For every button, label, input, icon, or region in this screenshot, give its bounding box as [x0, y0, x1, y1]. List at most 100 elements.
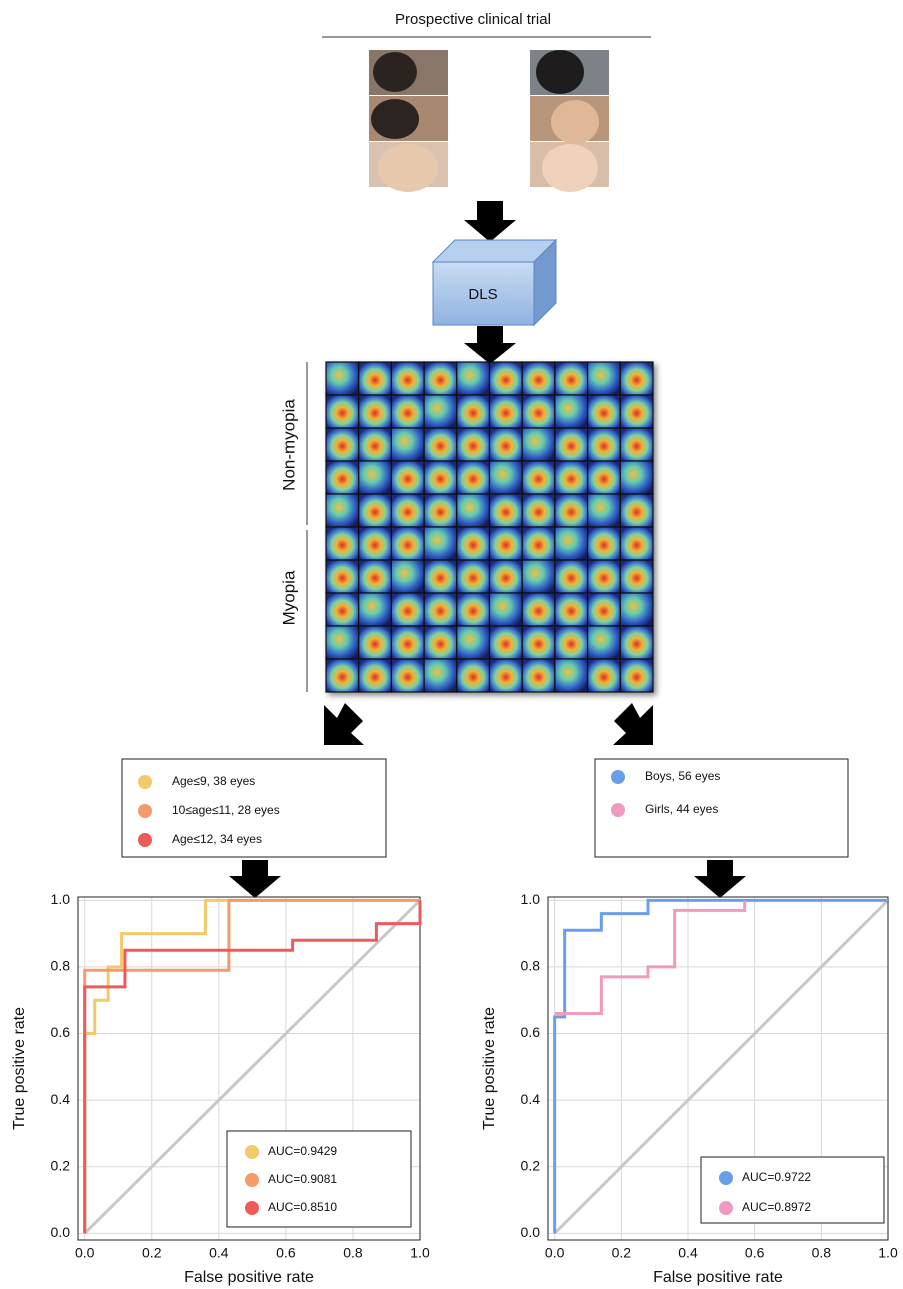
- heatmap-cell: [555, 494, 588, 527]
- heatmap-cell: [588, 560, 621, 593]
- heatmap-cell: [359, 659, 392, 692]
- heatmap-cell: [457, 428, 490, 461]
- heatmap-cell: [326, 659, 359, 692]
- x-tick-label: 0.4: [678, 1245, 698, 1261]
- x-tick-label: 1.0: [878, 1245, 898, 1261]
- heatmap-cell: [457, 593, 490, 626]
- legend-label: Age≤12, 34 eyes: [172, 832, 262, 846]
- heatmap-cell: [457, 659, 490, 692]
- heatmap-cell: [555, 593, 588, 626]
- heatmap-cell: [555, 527, 588, 560]
- heatmap-cell: [620, 593, 653, 626]
- heatmap-cell: [391, 494, 424, 527]
- heatmap-cell: [588, 494, 621, 527]
- heatmap-cell: [326, 461, 359, 494]
- x-axis-label: False positive rate: [184, 1269, 314, 1286]
- heatmap-cell: [522, 428, 555, 461]
- heatmap-cell: [490, 494, 523, 527]
- y-tick-label: 1.0: [51, 891, 71, 907]
- heatmap-cell: [555, 395, 588, 428]
- heatmap-cell: [457, 395, 490, 428]
- y-axis-label: True positive rate: [481, 1007, 498, 1130]
- heatmap-cell: [424, 560, 457, 593]
- heatmap-cell: [424, 395, 457, 428]
- heatmap-cell: [588, 428, 621, 461]
- figure: Prospective clinical trial DLS Non-myopi…: [0, 0, 903, 1289]
- y-tick-label: 0.0: [51, 1224, 71, 1240]
- heatmap-cell: [620, 428, 653, 461]
- group-label: Myopia: [279, 570, 298, 625]
- heatmap-cell: [457, 560, 490, 593]
- heatmap-cell: [588, 461, 621, 494]
- heatmap-cell: [457, 494, 490, 527]
- heatmap-cell: [391, 527, 424, 560]
- heatmap-cell: [490, 461, 523, 494]
- legend-label: Girls, 44 eyes: [645, 802, 718, 816]
- heatmap-cell: [522, 494, 555, 527]
- auc-label: AUC=0.9722: [742, 1170, 811, 1184]
- x-axis-label: False positive rate: [653, 1269, 783, 1286]
- heatmap-cell: [490, 362, 523, 395]
- heatmap-cell: [588, 626, 621, 659]
- legend-marker: [138, 804, 152, 818]
- x-tick-label: 0.8: [812, 1245, 832, 1261]
- y-tick-label: 0.4: [521, 1091, 541, 1107]
- heatmap-cell: [326, 560, 359, 593]
- heatmap-cell: [555, 626, 588, 659]
- auc-label: AUC=0.9081: [268, 1172, 337, 1186]
- heatmap-cell: [326, 362, 359, 395]
- heatmap-cell: [391, 461, 424, 494]
- heatmap-cell: [620, 395, 653, 428]
- heatmap-cell: [457, 362, 490, 395]
- roc-curve: [555, 900, 745, 1013]
- heatmap-cell: [424, 461, 457, 494]
- model-label: DLS: [468, 286, 497, 303]
- heatmap-cell: [424, 626, 457, 659]
- heatmap-cell: [490, 659, 523, 692]
- auc-marker: [245, 1173, 259, 1187]
- heatmap-cell: [359, 395, 392, 428]
- y-tick-label: 0.0: [521, 1224, 541, 1240]
- y-tick-label: 0.6: [521, 1024, 541, 1040]
- heatmap-cell: [326, 626, 359, 659]
- auc-marker: [245, 1145, 259, 1159]
- heatmap-cell: [359, 494, 392, 527]
- legend-box: [595, 759, 848, 857]
- heatmap-cell: [522, 395, 555, 428]
- heatmap-cell: [424, 527, 457, 560]
- heatmap-cell: [522, 659, 555, 692]
- heatmap-cell: [424, 494, 457, 527]
- group-label: Non-myopia: [279, 399, 298, 491]
- x-tick-label: 0.8: [343, 1245, 363, 1261]
- heatmap-cell: [490, 395, 523, 428]
- heatmap-cell: [424, 362, 457, 395]
- heatmap-cell: [588, 362, 621, 395]
- x-tick-label: 0.0: [545, 1245, 565, 1261]
- heatmap-cell: [620, 626, 653, 659]
- auc-marker: [719, 1171, 733, 1185]
- heatmap-cell: [522, 626, 555, 659]
- heatmap-cell: [424, 428, 457, 461]
- heatmap-cell: [391, 593, 424, 626]
- heatmap-cell: [391, 395, 424, 428]
- heatmap-cell: [359, 560, 392, 593]
- heatmap-cell: [522, 560, 555, 593]
- heatmap-cell: [359, 527, 392, 560]
- heatmap-cell: [490, 560, 523, 593]
- heatmap-cell: [490, 428, 523, 461]
- heatmap-cell: [359, 428, 392, 461]
- y-axis-label: True positive rate: [11, 1007, 28, 1130]
- heatmap-cell: [620, 527, 653, 560]
- heatmap-cell: [588, 395, 621, 428]
- heatmap-cell: [555, 560, 588, 593]
- x-tick-label: 0.6: [276, 1245, 296, 1261]
- heatmap-cell: [620, 362, 653, 395]
- heatmap-cell: [424, 593, 457, 626]
- heatmap-cell: [555, 461, 588, 494]
- heatmap-cell: [620, 461, 653, 494]
- heatmap-cell: [620, 560, 653, 593]
- heatmap-cell: [391, 659, 424, 692]
- legend-marker: [611, 770, 625, 784]
- heatmap-cell: [588, 527, 621, 560]
